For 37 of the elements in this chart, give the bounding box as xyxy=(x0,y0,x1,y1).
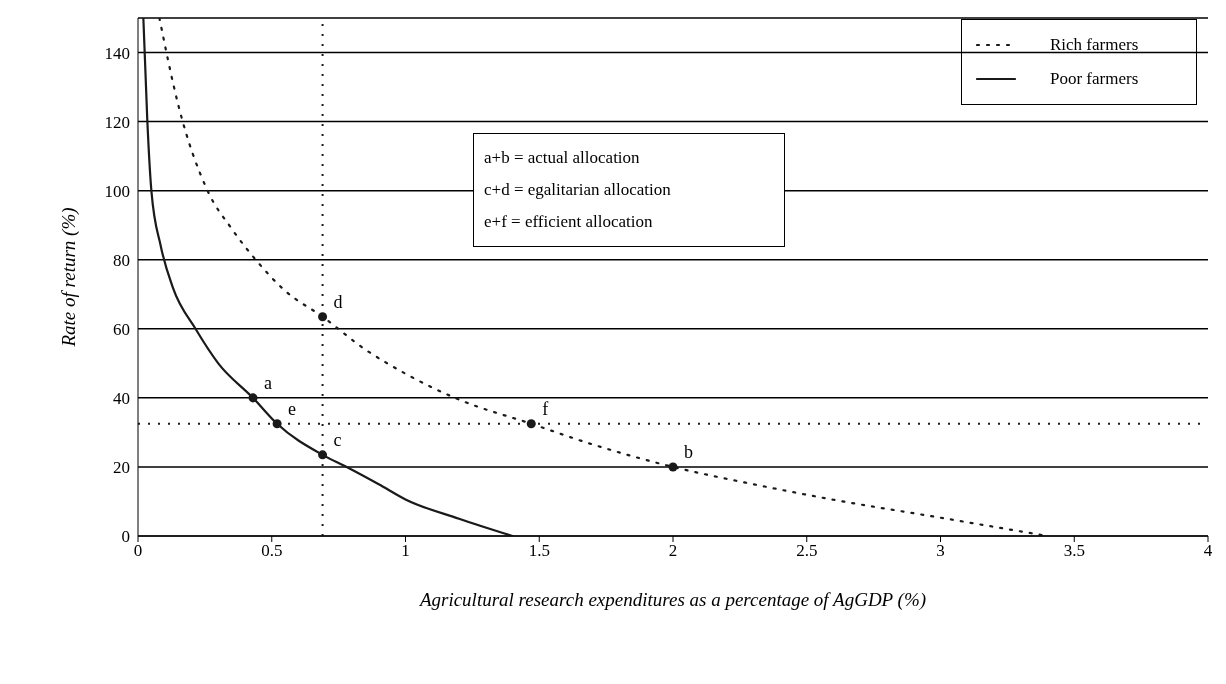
point xyxy=(248,393,258,403)
x-tick-label: 1 xyxy=(401,541,410,561)
x-tick-label: 4 xyxy=(1203,541,1213,561)
y-tick-label: 100 xyxy=(104,181,130,201)
x-tick-label: 2 xyxy=(668,541,678,561)
note-box: a+b = actual allocation c+d = egalitarian allocation e+f = efficient allocation xyxy=(473,133,785,247)
annotation: a xyxy=(264,372,273,393)
annotation: d xyxy=(333,291,343,312)
y-tick-label: 20 xyxy=(113,457,130,477)
point xyxy=(318,312,328,322)
legend-label: Poor farmers xyxy=(1050,69,1139,89)
x-tick-label: 2.5 xyxy=(796,541,818,561)
x-tick-label: 3 xyxy=(936,541,945,561)
y-tick-label: 80 xyxy=(113,250,130,270)
annotation: c xyxy=(333,429,342,450)
annotation: e xyxy=(288,398,297,419)
x-tick-label: 3.5 xyxy=(1063,541,1085,561)
x-axis-title: Agricultural research expenditures as a percentage of AgGDP (%) xyxy=(417,589,927,611)
point xyxy=(318,450,328,460)
point xyxy=(668,462,678,472)
x-tick-label: 1.5 xyxy=(528,541,550,561)
annotation: e+f = efficient allocation xyxy=(484,211,654,233)
annotation: c+d = egalitarian allocation xyxy=(484,179,672,201)
annotation: f xyxy=(542,398,549,419)
y-tick-label: 0 xyxy=(121,527,130,547)
x-tick-label: 0.5 xyxy=(261,541,283,561)
y-tick-label: 140 xyxy=(104,43,130,63)
y-tick-label: 120 xyxy=(104,112,130,132)
y-axis-title: Rate of return (%) xyxy=(57,207,80,348)
annotation: a+b = actual allocation xyxy=(484,147,641,169)
legend-label: Rich farmers xyxy=(1050,35,1139,55)
point xyxy=(526,419,536,429)
y-tick-label: 40 xyxy=(113,388,130,408)
annotation: b xyxy=(684,441,693,462)
y-tick-label: 60 xyxy=(113,319,130,339)
point xyxy=(272,419,282,429)
x-tick-label: 0 xyxy=(133,541,143,561)
